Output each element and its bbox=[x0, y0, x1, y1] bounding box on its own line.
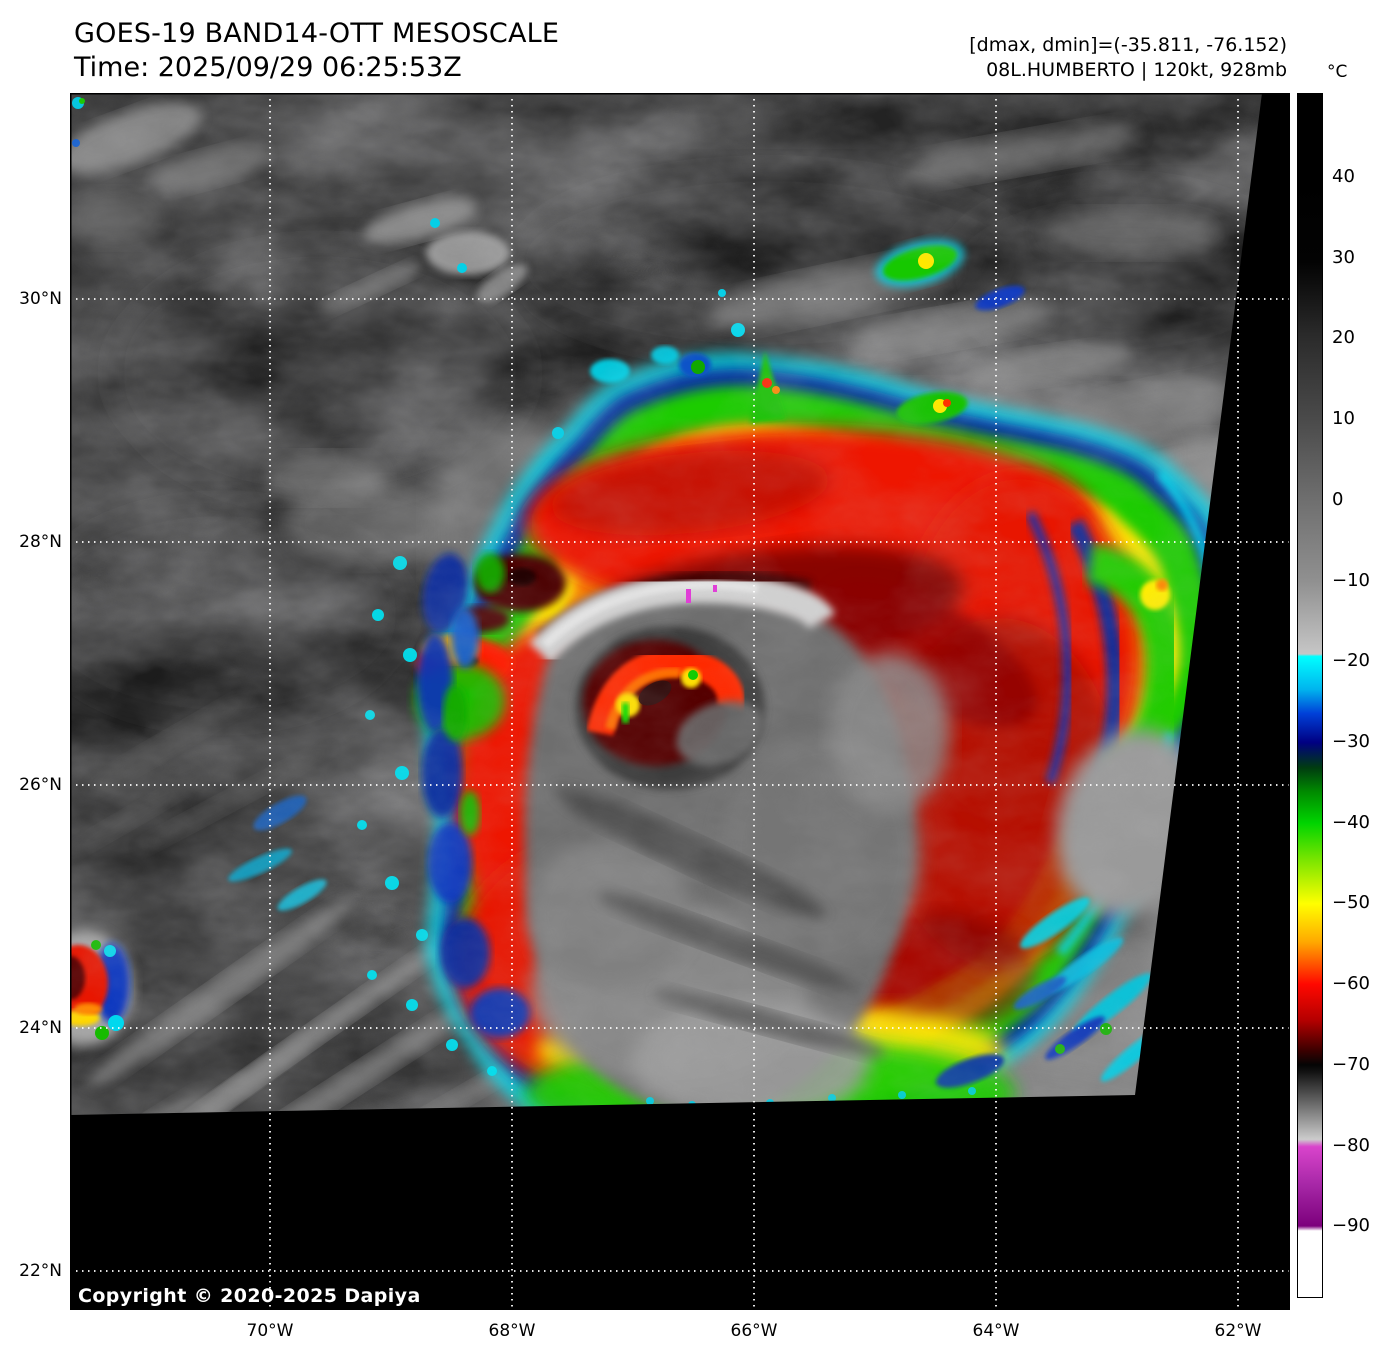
lat-tick-label: 26°N bbox=[19, 775, 62, 795]
plot-frame bbox=[70, 93, 1290, 1310]
temperature-colorbar bbox=[1297, 93, 1323, 1298]
colorbar-tick-label: −80 bbox=[1332, 1135, 1370, 1156]
graticule-gridlines bbox=[70, 93, 1290, 1310]
colorbar-tick-label: −20 bbox=[1332, 650, 1370, 671]
colorbar-tick-label: −10 bbox=[1332, 570, 1370, 591]
colorbar-tick-label: 40 bbox=[1332, 166, 1355, 187]
lon-tick-label: 64°W bbox=[972, 1321, 1020, 1341]
page-title: GOES-19 BAND14-OTT MESOSCALE bbox=[74, 18, 560, 49]
no-data-mask bbox=[70, 93, 1290, 1310]
colorbar-unit-label: °C bbox=[1327, 62, 1348, 82]
lon-tick-label: 66°W bbox=[730, 1321, 778, 1341]
colorbar-tick-label: −50 bbox=[1332, 892, 1370, 913]
colorbar-tick-label: 10 bbox=[1332, 408, 1355, 429]
colorbar-tick-label: 0 bbox=[1332, 489, 1344, 510]
colorbar-tick-label: −90 bbox=[1332, 1215, 1370, 1236]
lat-tick-label: 28°N bbox=[19, 532, 62, 552]
copyright-label: Copyright © 2020-2025 Dapiya bbox=[78, 1285, 421, 1307]
colorbar-tick-label: −30 bbox=[1332, 731, 1370, 752]
satellite-image bbox=[70, 93, 1290, 1310]
satellite-map-plot bbox=[70, 93, 1290, 1310]
lon-tick-label: 68°W bbox=[488, 1321, 536, 1341]
storm-info-label: 08L.HUMBERTO | 120kt, 928mb bbox=[986, 59, 1287, 81]
dmax-dmin-readout: [dmax, dmin]=(-35.811, -76.152) bbox=[969, 34, 1287, 56]
colorbar-tick-label: −60 bbox=[1332, 973, 1370, 994]
lat-tick-label: 22°N bbox=[19, 1261, 62, 1281]
timestamp-label: Time: 2025/09/29 06:25:53Z bbox=[74, 52, 462, 83]
lon-tick-label: 62°W bbox=[1214, 1321, 1262, 1341]
colorbar-tick-label: 30 bbox=[1332, 247, 1355, 268]
colorbar-tick-label: −40 bbox=[1332, 812, 1370, 833]
colorbar-tick-label: −70 bbox=[1332, 1054, 1370, 1075]
colorbar-tick-label: 20 bbox=[1332, 327, 1355, 348]
lon-tick-label: 70°W bbox=[246, 1321, 294, 1341]
lat-tick-label: 30°N bbox=[19, 289, 62, 309]
lat-tick-label: 24°N bbox=[19, 1018, 62, 1038]
